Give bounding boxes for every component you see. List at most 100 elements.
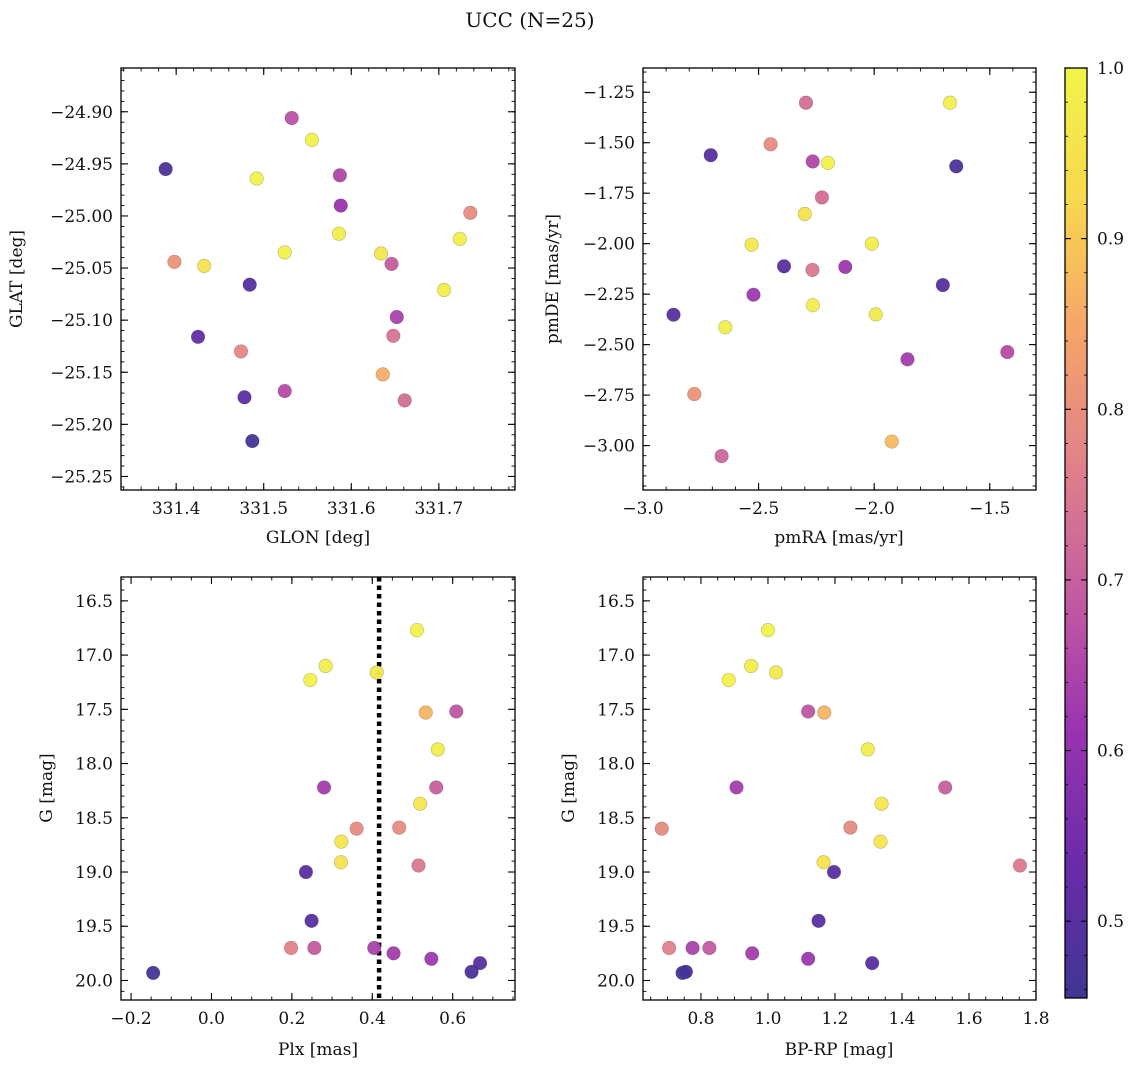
y-tick-label: −2.00 <box>583 235 635 255</box>
data-point <box>307 940 322 956</box>
data-point <box>817 705 832 720</box>
data-point <box>430 742 445 757</box>
axes-frame <box>642 576 1037 1001</box>
data-point <box>386 946 401 961</box>
data-point <box>874 796 889 811</box>
data-point <box>811 913 826 928</box>
data-point <box>703 148 718 163</box>
y-tick-label: 17.5 <box>597 700 635 720</box>
data-point <box>714 448 729 464</box>
y-tick-label: 18.0 <box>75 755 113 775</box>
y-tick-label: 16.5 <box>75 592 113 612</box>
x-tick-label: 1.6 <box>955 1009 982 1029</box>
data-point <box>687 386 702 402</box>
data-point <box>284 110 299 126</box>
colorbar-tick-label: 0.7 <box>1097 571 1124 591</box>
x-tick-label: −2.0 <box>854 499 895 519</box>
x-tick-label: 331.5 <box>239 499 288 519</box>
y-tick-label: −1.75 <box>583 184 635 204</box>
data-point <box>452 231 467 246</box>
data-point <box>729 780 744 795</box>
data-point <box>900 352 915 367</box>
colorbar-scale <box>1065 68 1087 998</box>
y-tick-label: 20.0 <box>75 971 113 991</box>
colorbar: 0.5 0.6 0.7 0.8 0.9 1.0 <box>1064 59 1124 999</box>
y-tick-label: 18.5 <box>75 809 113 829</box>
scatter-pmra-pmde: −3.0 −2.5 −2.0 −1.5 −1.25 −1.50 −1.75 −2.00 −2.2… <box>543 67 1037 548</box>
data-point <box>662 940 677 956</box>
y-tick-label: 16.5 <box>597 592 635 612</box>
y-tick-label: 19.5 <box>597 917 635 937</box>
y-tick-label: 18.0 <box>597 755 635 775</box>
x-tick-label: −3.0 <box>622 499 663 519</box>
y-tick-label: −2.25 <box>583 285 635 305</box>
x-axis-label: BP-RP [mag] <box>785 1040 894 1060</box>
data-point <box>675 965 690 980</box>
data-point <box>409 623 425 638</box>
colorbar-frame <box>1064 67 1088 999</box>
colorbar-tick-label: 0.5 <box>1097 912 1124 932</box>
data-point <box>864 236 879 251</box>
data-point <box>816 855 831 870</box>
data-point <box>721 672 736 688</box>
scatter-plx-g: −0.2 0.0 0.2 0.4 0.6 16.5 17.0 17.5 18.0 18.5 19.0… <box>37 576 516 1060</box>
colorbar-ticks: 0.5 0.6 0.7 0.8 0.9 1.0 <box>1065 59 1124 990</box>
data-point <box>801 951 816 966</box>
figure-title: UCC (N=25) <box>465 8 594 32</box>
y-tick-label: 19.0 <box>597 863 635 883</box>
data-point <box>418 705 433 720</box>
colorbar-tick-label: 0.8 <box>1097 400 1124 420</box>
data-point <box>820 155 836 170</box>
data-point <box>436 282 452 298</box>
data-point <box>424 951 439 966</box>
data-point <box>654 821 669 836</box>
data-point <box>303 672 318 688</box>
y-tick-label: −25.05 <box>50 259 113 279</box>
data-point <box>242 277 257 292</box>
data-point <box>375 367 390 382</box>
axes-frame <box>642 67 1037 491</box>
data-point <box>938 780 953 795</box>
y-tick-label: −25.20 <box>50 415 113 435</box>
x-tick-label: 0.8 <box>687 1009 714 1029</box>
y-axis-label: pmDE [mas/yr] <box>543 214 563 344</box>
data-point <box>760 623 776 638</box>
data-point <box>942 95 958 110</box>
data-point <box>449 704 464 719</box>
x-tick-label: 0.6 <box>439 1009 466 1029</box>
y-tick-label: −1.25 <box>583 83 635 103</box>
data-point <box>429 780 444 795</box>
data-point <box>805 262 820 278</box>
data-point <box>814 190 830 205</box>
y-tick-label: −25.25 <box>50 467 113 487</box>
data-point <box>801 704 816 719</box>
y-tick-label: −24.90 <box>50 103 113 123</box>
x-axis-label: Plx [mas] <box>278 1040 358 1060</box>
y-tick-label: 17.5 <box>75 700 113 720</box>
data-point <box>949 159 964 174</box>
data-point <box>349 821 364 836</box>
data-point <box>884 434 899 449</box>
x-tick-label: 0.0 <box>198 1009 225 1029</box>
data-point <box>373 246 389 261</box>
data-point <box>463 205 478 220</box>
data-point <box>146 965 161 980</box>
data-point <box>389 309 404 325</box>
data-point <box>167 254 182 269</box>
y-tick-label: −3.00 <box>583 437 635 457</box>
y-tick-label: −2.50 <box>583 336 635 356</box>
x-tick-label: 1.8 <box>1022 1009 1049 1029</box>
data-point <box>768 665 784 680</box>
data-point <box>868 307 883 322</box>
scatter-bprp-g: 0.8 1.0 1.2 1.4 1.6 1.8 16.5 17.0 17.5 18.0 18.5 19… <box>559 576 1050 1060</box>
data-point <box>464 964 479 979</box>
x-tick-label: 0.2 <box>278 1009 305 1029</box>
data-point <box>332 168 347 183</box>
data-point <box>190 329 206 344</box>
y-tick-label: −25.10 <box>50 311 113 331</box>
data-point <box>860 742 875 757</box>
y-axis-label: GLAT [deg] <box>7 230 27 328</box>
y-axis-label: G [mag] <box>559 753 579 822</box>
y-tick-label: −25.00 <box>50 207 113 227</box>
